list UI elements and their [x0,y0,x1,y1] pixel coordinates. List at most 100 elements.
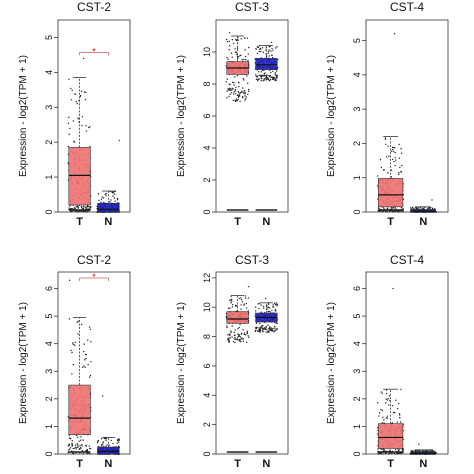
data-point [394,147,396,149]
data-point [257,75,259,77]
data-point [272,70,274,72]
data-point [234,76,236,78]
data-point [255,78,258,81]
data-point [81,445,83,447]
y-axis-label: Expression - log2(TPM + 1) [176,302,187,424]
data-point [85,206,87,208]
data-point [81,451,84,453]
data-point [229,93,231,95]
plot-frame [365,271,449,455]
data-point [233,331,235,334]
data-point [227,58,229,60]
data-point [244,93,246,95]
data-point [228,88,230,91]
data-point [266,74,268,76]
data-point [226,326,228,329]
data-point [117,445,120,448]
data-point [105,439,107,442]
data-point [275,302,277,304]
y-tick-label: 6 [352,286,362,291]
data-point [238,56,240,58]
plot-frame [57,271,131,455]
data-point [67,122,70,125]
data-point [117,441,120,443]
data-point [395,453,397,455]
data-point [264,79,266,81]
data-point [227,307,230,309]
data-point [228,87,231,89]
data-point [74,93,76,95]
data-point [398,172,400,174]
data-point [383,419,385,421]
data-point [240,297,242,299]
chart-title: CST-3 [235,253,269,267]
data-point [230,52,233,54]
box-T [377,423,404,449]
data-point [103,445,105,448]
data-point [397,449,400,452]
data-point [87,339,89,341]
data-point [255,310,257,312]
data-point [423,208,425,210]
data-point [237,335,239,338]
data-point [267,310,269,313]
data-point [393,160,395,163]
data-point [391,158,394,161]
data-point [274,77,276,80]
data-point [72,120,75,122]
data-point [237,327,239,330]
data-point [258,302,261,305]
category-label: T [387,216,394,228]
data-point [105,437,107,440]
data-point [80,436,82,438]
data-point [423,450,426,452]
data-point [234,48,236,50]
data-point [68,449,70,451]
data-point [399,416,401,419]
category-label: N [419,458,427,470]
data-point [77,320,79,322]
data-point [275,309,277,312]
data-point [73,208,75,211]
data-point [394,448,397,451]
data-point [414,449,416,451]
data-point [256,76,258,78]
data-point [416,208,418,210]
data-point [271,309,273,311]
data-point [392,211,394,213]
data-point [228,45,231,47]
data-point [88,126,90,129]
data-point [257,330,259,332]
data-point [378,415,380,417]
y-tick-label: 3 [352,369,362,374]
data-point [68,78,70,80]
box-N [255,58,278,70]
data-point [260,311,262,313]
data-point [89,447,91,450]
data-point [89,209,91,211]
data-point [265,297,267,300]
data-point [235,98,237,100]
data-point [243,90,246,92]
data-point [379,452,382,454]
data-point [240,308,242,310]
data-point [100,201,102,204]
data-point [262,51,265,54]
chart-title: CST-4 [390,253,424,267]
data-point [274,73,276,76]
data-point [398,157,401,159]
data-point [388,210,391,213]
data-point [402,208,405,211]
data-point [270,71,272,74]
data-point [72,209,74,212]
data-point [270,327,272,329]
data-point [105,192,107,195]
y-tick-label: 2 [202,422,212,427]
data-point [71,342,74,344]
panel-1: CST-2 0 1 2 3 4 5 Expression - log2(TPM + 1) T N * [18,0,131,228]
data-point [69,437,72,440]
data-point [234,89,237,91]
data-point [231,56,233,58]
data-point [103,201,105,204]
